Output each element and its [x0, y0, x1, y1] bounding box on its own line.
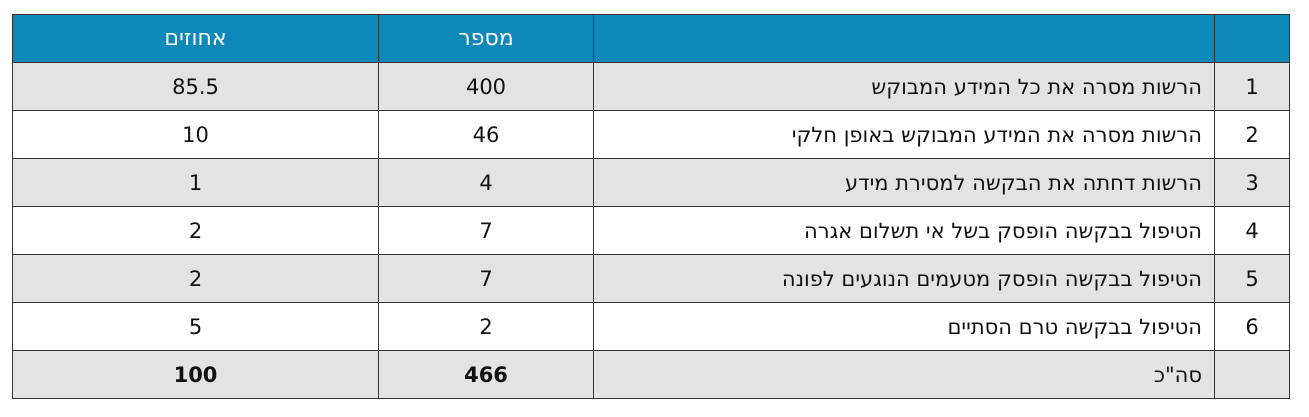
header-index — [1214, 14, 1290, 63]
row-percent: 5 — [12, 302, 379, 351]
row-description: הרשות מסרה את כל המידע המבוקש — [593, 62, 1215, 111]
table-row: 5 הטיפול בבקשה הופסק מטעמים הנוגעים לפונ… — [12, 254, 1290, 303]
row-count: 7 — [378, 254, 594, 303]
row-description: הרשות דחתה את הבקשה למסירת מידע — [593, 158, 1215, 207]
row-count: 7 — [378, 206, 594, 255]
header-count: מספר — [378, 14, 594, 63]
row-percent: 85.5 — [12, 62, 379, 111]
row-index: 2 — [1214, 110, 1290, 159]
row-description: הטיפול בבקשה הופסק בשל אי תשלום אגרה — [593, 206, 1215, 255]
total-percent: 100 — [12, 350, 379, 399]
row-index: 4 — [1214, 206, 1290, 255]
table-row: 1 הרשות מסרה את כל המידע המבוקש 400 85.5 — [12, 62, 1290, 111]
total-count: 466 — [378, 350, 594, 399]
row-index: 5 — [1214, 254, 1290, 303]
table-row: 4 הטיפול בבקשה הופסק בשל אי תשלום אגרה 7… — [12, 206, 1290, 255]
row-index: 3 — [1214, 158, 1290, 207]
row-count: 2 — [378, 302, 594, 351]
row-percent: 10 — [12, 110, 379, 159]
row-description: הטיפול בבקשה טרם הסתיים — [593, 302, 1215, 351]
header-description — [593, 14, 1215, 63]
row-count: 400 — [378, 62, 594, 111]
table-row: 3 הרשות דחתה את הבקשה למסירת מידע 4 1 — [12, 158, 1290, 207]
row-percent: 2 — [12, 206, 379, 255]
row-description: הרשות מסרה את המידע המבוקש באופן חלקי — [593, 110, 1215, 159]
row-index: 1 — [1214, 62, 1290, 111]
row-percent: 1 — [12, 158, 379, 207]
total-row: סה"כ 466 100 — [12, 350, 1290, 399]
row-percent: 2 — [12, 254, 379, 303]
total-index — [1214, 350, 1290, 399]
table-header-row: מספר אחוזים — [12, 14, 1290, 63]
table-row: 6 הטיפול בבקשה טרם הסתיים 2 5 — [12, 302, 1290, 351]
row-description: הטיפול בבקשה הופסק מטעמים הנוגעים לפונה — [593, 254, 1215, 303]
header-percent: אחוזים — [12, 14, 379, 63]
requests-table: מספר אחוזים 1 הרשות מסרה את כל המידע המב… — [12, 14, 1290, 399]
table-row: 2 הרשות מסרה את המידע המבוקש באופן חלקי … — [12, 110, 1290, 159]
total-label: סה"כ — [593, 350, 1215, 399]
row-count: 46 — [378, 110, 594, 159]
row-count: 4 — [378, 158, 594, 207]
row-index: 6 — [1214, 302, 1290, 351]
